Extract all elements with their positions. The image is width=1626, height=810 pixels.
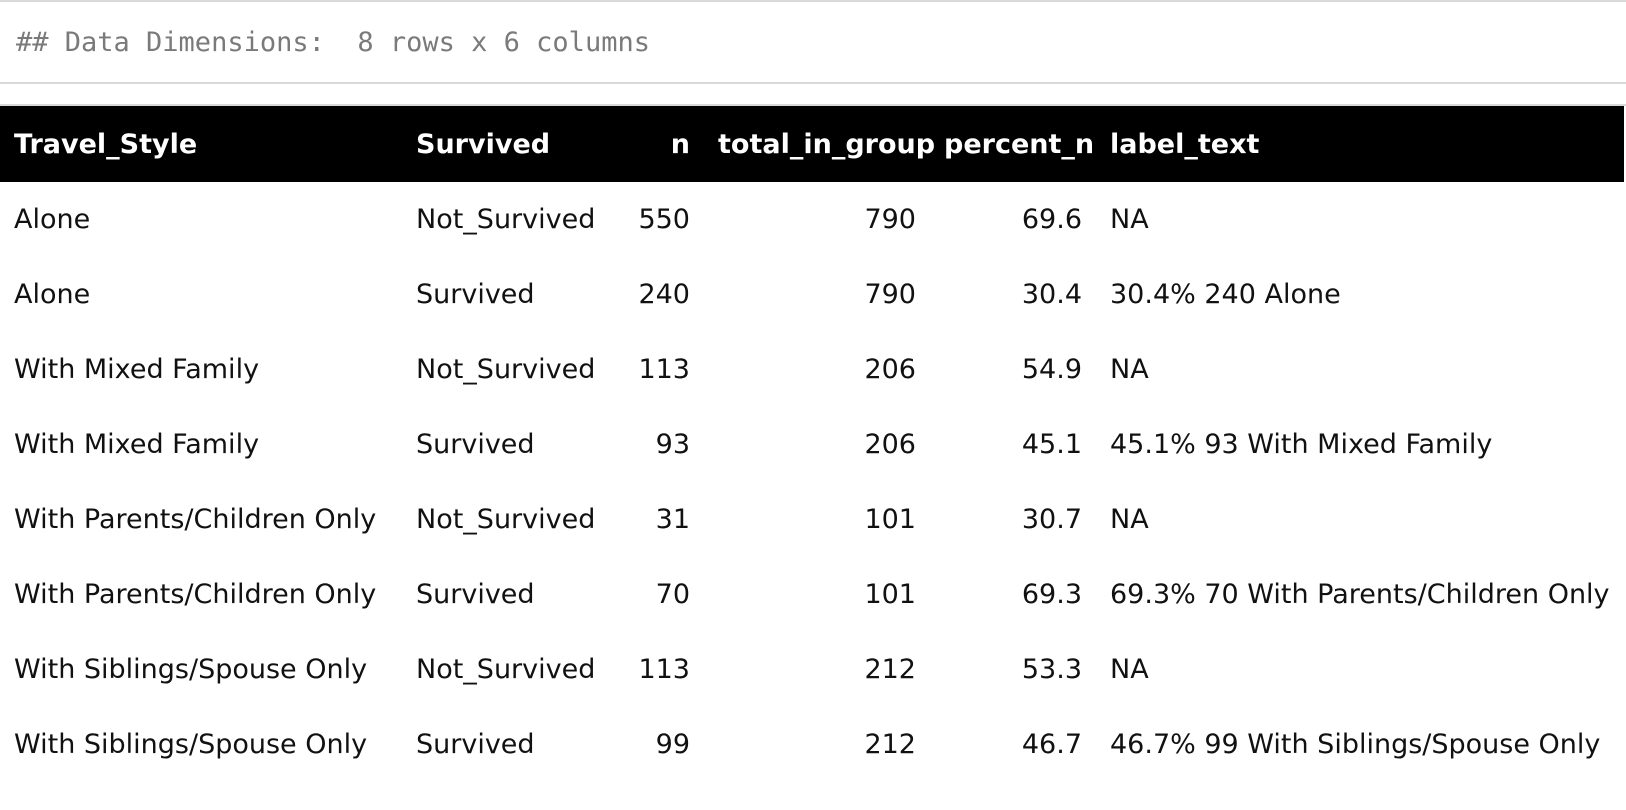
cell-total-in-group: 212 <box>864 729 916 760</box>
cell-n: 70 <box>655 579 690 610</box>
cell-n: 240 <box>638 279 690 310</box>
cell-n: 113 <box>638 654 690 685</box>
column-header-travel-style: Travel_Style <box>14 128 198 160</box>
cell-label-text: 30.4% 240 Alone <box>1110 279 1341 310</box>
cell-survived: Not_Survived <box>416 204 596 235</box>
column-header-percent-n: percent_n <box>944 128 1095 160</box>
column-header-total-in-group: total_in_group <box>718 128 936 160</box>
cell-travel-style: Alone <box>14 279 91 310</box>
cell-label-text: NA <box>1110 354 1149 385</box>
table-row: With Parents/Children Only Survived 70 1… <box>0 557 1624 632</box>
column-header-survived: Survived <box>416 128 551 160</box>
cell-travel-style: With Siblings/Spouse Only <box>14 654 368 685</box>
cell-total-in-group: 101 <box>864 504 916 535</box>
cell-travel-style: With Siblings/Spouse Only <box>14 729 368 760</box>
column-header-label-text: label_text <box>1110 128 1260 160</box>
table-row: With Siblings/Spouse Only Not_Survived 1… <box>0 632 1624 707</box>
cell-total-in-group: 206 <box>864 354 916 385</box>
cell-total-in-group: 790 <box>864 204 916 235</box>
cell-survived: Survived <box>416 429 535 460</box>
table-row: With Mixed Family Not_Survived 113 206 5… <box>0 332 1624 407</box>
data-dimensions-text: ## Data Dimensions: 8 rows x 6 columns <box>16 27 650 58</box>
cell-travel-style: With Mixed Family <box>14 354 260 385</box>
cell-percent-n: 45.1 <box>1021 429 1082 460</box>
cell-travel-style: Alone <box>14 204 91 235</box>
cell-survived: Not_Survived <box>416 654 596 685</box>
cell-total-in-group: 206 <box>864 429 916 460</box>
cell-survived: Survived <box>416 279 535 310</box>
cell-percent-n: 53.3 <box>1021 654 1082 685</box>
cell-percent-n: 30.7 <box>1021 504 1082 535</box>
console-output-block: ## Data Dimensions: 8 rows x 6 columns <box>0 0 1626 84</box>
cell-n: 99 <box>655 729 690 760</box>
table-row: Alone Survived 240 790 30.4 30.4% 240 Al… <box>0 257 1624 332</box>
cell-label-text: 69.3% 70 With Parents/Children Only <box>1110 579 1610 610</box>
cell-percent-n: 46.7 <box>1021 729 1082 760</box>
cell-survived: Survived <box>416 579 535 610</box>
table-container: Travel_Style Survived n total_in_group p… <box>0 104 1626 810</box>
cell-travel-style: With Mixed Family <box>14 429 260 460</box>
cell-percent-n: 69.3 <box>1021 579 1082 610</box>
cell-n: 93 <box>655 429 690 460</box>
cell-label-text: 46.7% 99 With Siblings/Spouse Only <box>1110 729 1601 760</box>
column-header-n: n <box>670 128 690 160</box>
cell-percent-n: 30.4 <box>1021 279 1082 310</box>
cell-percent-n: 54.9 <box>1021 354 1082 385</box>
cell-survived: Not_Survived <box>416 504 596 535</box>
cell-n: 31 <box>655 504 690 535</box>
cell-percent-n: 69.6 <box>1021 204 1082 235</box>
cell-travel-style: With Parents/Children Only <box>14 579 377 610</box>
table-row: With Siblings/Spouse Only Survived 99 21… <box>0 707 1624 782</box>
table-row: With Mixed Family Survived 93 206 45.1 4… <box>0 407 1624 482</box>
cell-survived: Not_Survived <box>416 354 596 385</box>
cell-survived: Survived <box>416 729 535 760</box>
cell-label-text: NA <box>1110 504 1149 535</box>
table-header-row: Travel_Style Survived n total_in_group p… <box>0 106 1624 182</box>
data-table: Travel_Style Survived n total_in_group p… <box>0 106 1624 782</box>
cell-total-in-group: 212 <box>864 654 916 685</box>
cell-n: 550 <box>638 204 690 235</box>
cell-n: 113 <box>638 354 690 385</box>
cell-label-text: 45.1% 93 With Mixed Family <box>1110 429 1493 460</box>
table-row: Alone Not_Survived 550 790 69.6 NA <box>0 182 1624 257</box>
table-row: With Parents/Children Only Not_Survived … <box>0 482 1624 557</box>
cell-label-text: NA <box>1110 654 1149 685</box>
cell-label-text: NA <box>1110 204 1149 235</box>
cell-total-in-group: 790 <box>864 279 916 310</box>
cell-travel-style: With Parents/Children Only <box>14 504 377 535</box>
cell-total-in-group: 101 <box>864 579 916 610</box>
